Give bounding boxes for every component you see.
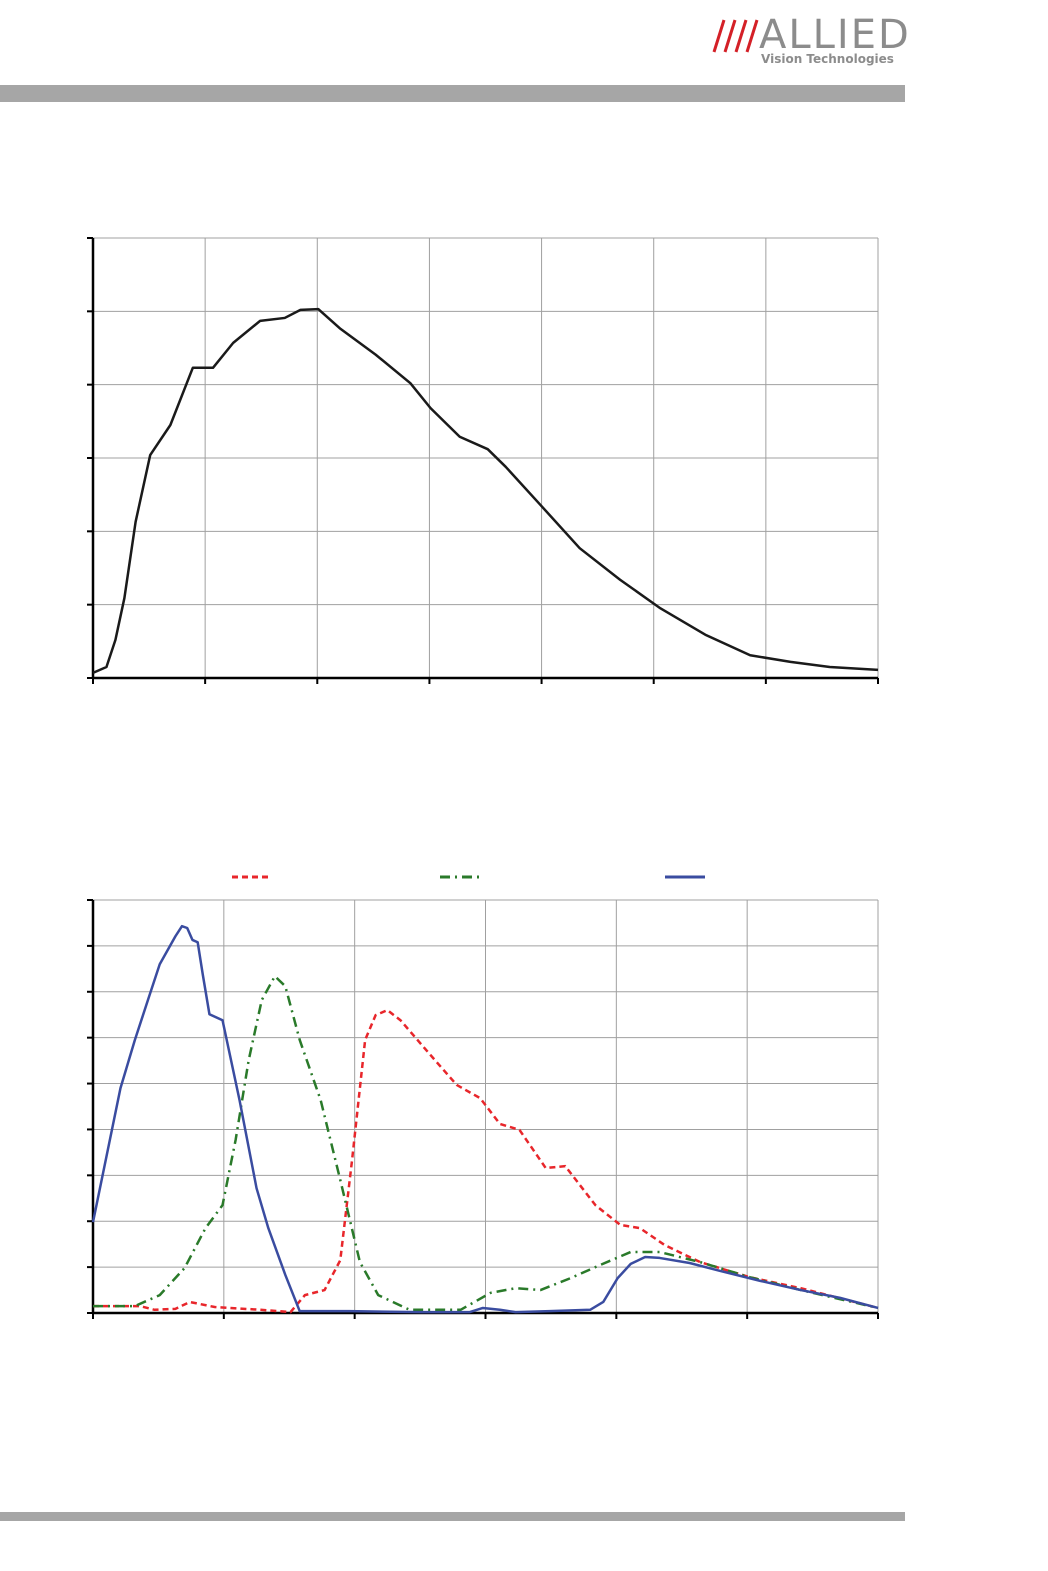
data-line xyxy=(92,307,879,675)
logo-slashes xyxy=(712,19,759,53)
logo: ALLIED Vision Technologies xyxy=(712,12,911,66)
header-bar xyxy=(0,85,905,102)
data-line xyxy=(91,924,879,1314)
footer-bar xyxy=(0,1512,905,1521)
logo-subtext: Vision Technologies xyxy=(761,52,894,66)
data-line xyxy=(93,1008,879,1314)
logo-text: ALLIED xyxy=(759,12,911,58)
data-line xyxy=(93,974,879,1312)
